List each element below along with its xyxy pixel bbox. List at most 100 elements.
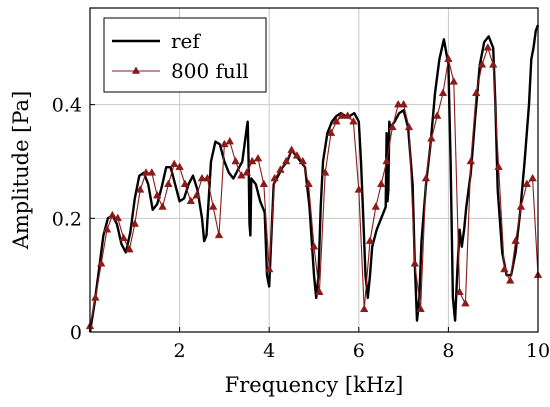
x-axis-label: Frequency [kHz] [225,373,404,397]
data-point [259,179,269,187]
data-point [461,298,470,307]
data-point [483,43,493,51]
y-tick-label: 0.2 [52,208,82,230]
data-point [113,213,122,222]
data-point [522,179,532,187]
data-point [410,259,420,267]
legend-label-800-full: 800 full [171,59,249,83]
data-point [180,179,190,187]
data-point [432,111,442,119]
data-point [365,236,375,244]
series-800-full [85,43,543,330]
data-point [130,219,140,227]
data-point [119,233,128,241]
data-point [315,287,324,295]
data-point [320,168,330,176]
y-axis-label: Amplitude [Pa] [9,91,33,251]
data-point [354,185,364,193]
data-point [170,159,179,168]
data-point [292,151,302,159]
data-point [438,88,448,97]
data-point [394,99,403,108]
data-point [506,276,515,284]
data-point [371,202,381,210]
ticks [90,104,539,333]
data-point [332,116,341,125]
data-point [298,156,308,165]
series-layer [85,24,543,333]
data-point [494,162,503,170]
y-tick-label: 0.4 [52,95,82,117]
x-tick-label: 10 [526,340,550,362]
data-point [152,190,162,199]
data-point [500,264,509,273]
data-point [203,173,212,182]
data-point [264,264,274,273]
data-point [488,60,498,68]
data-point [304,179,313,187]
data-point [449,77,458,85]
data-point [135,185,145,193]
data-point [511,236,520,244]
data-point [399,99,408,108]
data-point [225,136,234,145]
data-point [516,202,526,210]
data-point [231,156,240,165]
data-point [102,224,112,233]
data-point [455,287,464,295]
data-point [164,179,173,187]
data-point [444,54,453,62]
data-point [471,88,481,97]
data-point [96,259,106,267]
data-point [270,173,279,182]
data-point [477,60,487,68]
legend-box [103,17,267,93]
data-point [309,242,319,250]
data-point [466,156,476,165]
data-point [404,122,414,131]
data-point [253,153,263,162]
data-point [141,168,151,176]
y-tick-labels: 0 0.2 0.4 [52,95,82,344]
data-point [125,244,134,253]
data-point [147,168,157,176]
data-point [108,210,117,219]
x-tick-label: 8 [442,340,454,362]
legend-label-ref: ref [171,29,201,53]
data-point [276,165,285,173]
data-point [186,196,196,205]
data-point [421,173,431,182]
data-point [388,122,397,131]
data-point [349,116,358,125]
data-point [337,111,346,119]
data-point [343,111,352,119]
x-tick-label: 2 [174,340,186,362]
plot-frame [89,7,539,333]
legend: ref 800 full [103,17,267,93]
data-point [214,230,224,239]
legend-marker-800-full [131,66,141,74]
data-point [287,145,296,153]
series-line [88,24,540,333]
data-point [382,156,391,165]
data-point [359,304,369,313]
data-point [91,293,100,301]
data-point [416,304,425,313]
data-point [326,128,336,136]
data-point [197,173,207,182]
data-point [192,190,201,199]
data-point [528,173,537,182]
x-tick-label: 4 [263,340,275,362]
data-point [282,156,291,165]
data-point [175,162,184,170]
data-point [242,168,252,176]
x-tick-labels: 2 4 6 8 10 [174,340,550,362]
data-point [158,202,167,210]
data-point [427,134,436,142]
y-tick-label: 0 [70,322,82,344]
series-ref [88,24,540,333]
data-point [376,179,386,187]
x-tick-label: 6 [353,340,365,362]
data-point [247,156,257,165]
